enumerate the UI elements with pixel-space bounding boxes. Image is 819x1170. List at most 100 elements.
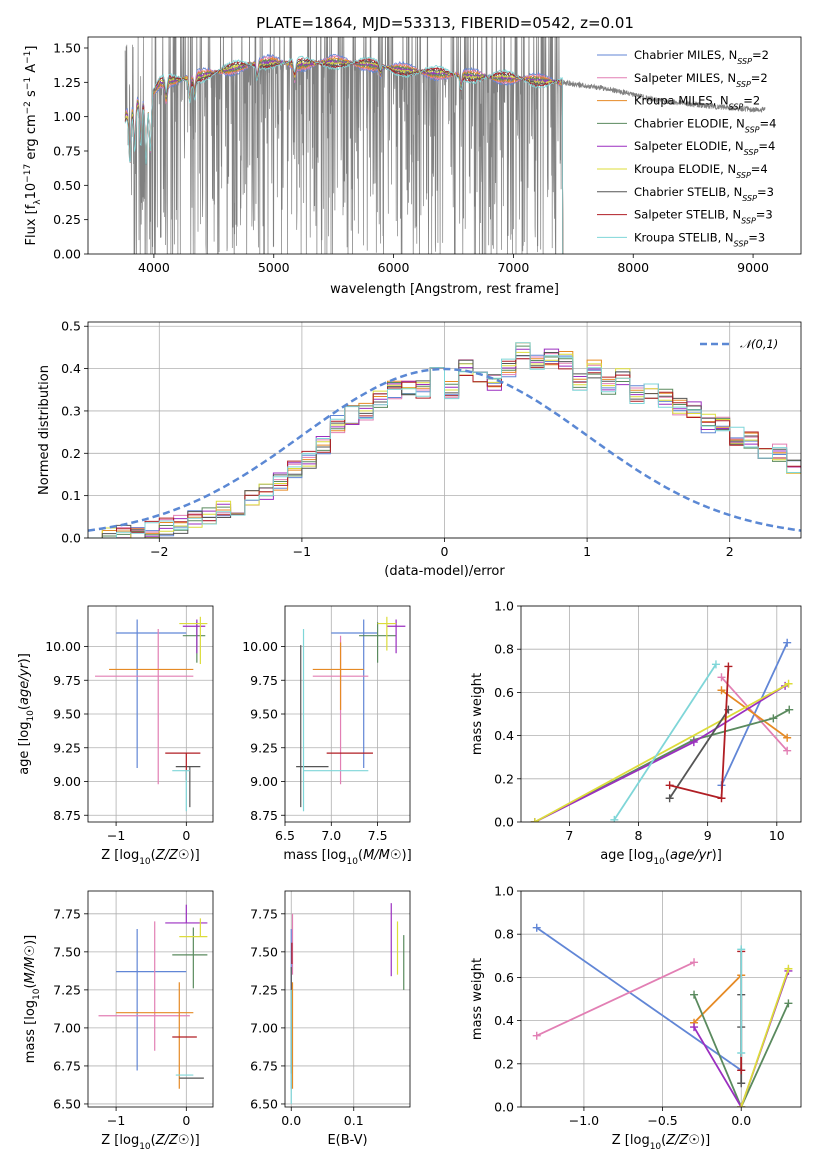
y-tick-label: 8.75 <box>53 808 81 823</box>
y-tick-label: 0.00 <box>53 247 81 262</box>
label-part: ) <box>402 848 407 863</box>
label-part: erg cm <box>24 114 39 163</box>
y-tick-label: 0.4 <box>494 1013 514 1028</box>
legend-sub: SSP <box>741 216 756 225</box>
x-tick-label: −1 <box>293 544 311 559</box>
label-part: ) <box>190 848 195 863</box>
plot-area <box>290 903 405 1104</box>
label-part: mass weight <box>470 958 485 1040</box>
weight-series-line <box>613 663 717 821</box>
weight-point-marker <box>532 923 541 932</box>
legend-nssp: =2 <box>752 48 769 62</box>
label-part: ] <box>195 848 200 863</box>
label-part: log <box>17 722 32 742</box>
plot-layer: 4000 5000 6000 7000 8000 90000.000.250.500.75… <box>17 36 802 1152</box>
label-part: Z [ <box>101 848 119 863</box>
errorbar-point <box>172 927 208 989</box>
label-part: M/M☉ <box>23 945 38 983</box>
label-part: ] <box>407 848 412 863</box>
y-tick-label: 7.00 <box>53 1020 81 1035</box>
x-tick-label: 0.0 <box>731 1113 751 1128</box>
y-tick-label: 0.8 <box>494 927 514 942</box>
y-tick-label: 0.2 <box>61 446 81 461</box>
legend-nssp: =3 <box>756 208 773 222</box>
x-tick-label: 9000 <box>737 260 769 275</box>
legend-name: Chabrier MILES, N <box>634 48 737 62</box>
legend-name: Kroupa MILES, N <box>634 94 729 108</box>
legend-nssp: =4 <box>758 139 775 153</box>
histogram-step <box>88 342 801 538</box>
y-axis-label: age [log10(age/yr)] <box>17 653 36 775</box>
errorbar-point <box>386 619 406 654</box>
x-tick-label: 0 <box>182 1113 190 1128</box>
weight-series-line <box>534 683 790 822</box>
y-tick-label: 7.75 <box>250 906 278 921</box>
axes-frame <box>284 605 411 823</box>
label-part: Z/Z☉ <box>155 1133 190 1148</box>
weight-point-marker <box>784 999 793 1008</box>
weight-point-marker <box>532 1031 541 1040</box>
y-tick-label: 0.2 <box>494 771 514 786</box>
label-part: Z [ <box>101 1133 119 1148</box>
x-tick-label: 1 <box>583 544 591 559</box>
label-part: 10 <box>653 857 665 867</box>
weight-point-marker <box>783 746 792 755</box>
x-tick-label: 9 <box>704 828 712 843</box>
legend-sub: SSP <box>737 57 752 66</box>
label-part: ] <box>705 1133 710 1148</box>
label-part: ( <box>358 848 363 863</box>
plot-area <box>124 37 766 254</box>
legend-sub: SSP <box>745 125 760 134</box>
legend-sub: SSP <box>744 148 759 157</box>
label-part: 10 <box>139 857 151 867</box>
axes-age-vs-mass: 6.5 7.0 7.5 8.75 9.00 9.25 9.50 9.75 10.00 mass [… <box>242 605 412 867</box>
histogram-step <box>88 348 801 538</box>
x-tick-label: 5000 <box>258 260 290 275</box>
y-tick-label: 6.75 <box>250 1058 278 1073</box>
y-tick-label: 9.75 <box>250 673 278 688</box>
label-part: λ <box>33 199 43 205</box>
errorbar-point <box>179 616 208 665</box>
y-tick-label: 0.8 <box>494 642 514 657</box>
label-part: A <box>24 64 39 77</box>
weight-series-line <box>693 974 742 1024</box>
weight-point-marker <box>784 964 793 973</box>
axes-frame <box>87 36 802 255</box>
x-tick-label: −2 <box>150 544 168 559</box>
histogram-step <box>88 351 801 538</box>
y-axis-label: mass [log10(M/M☉)] <box>23 935 42 1063</box>
label-part: 10 <box>650 1142 662 1152</box>
label-part: ) <box>23 940 38 945</box>
legend-sub: SSP <box>736 79 751 88</box>
model-curve <box>124 55 564 254</box>
figure-title: PLATE=1864, MJD=53313, FIBERID=0542, z=0… <box>256 14 634 32</box>
weight-series-line <box>693 994 790 1107</box>
label-part: mass [ <box>283 848 326 863</box>
weight-point-marker <box>610 815 619 822</box>
y-tick-label: 9.25 <box>53 740 81 755</box>
x-tick-label: 8000 <box>617 260 649 275</box>
x-tick-label: 4000 <box>138 260 170 275</box>
y-tick-label: 9.75 <box>53 673 81 688</box>
weight-series-line <box>668 709 730 799</box>
label-part: ] <box>17 653 32 658</box>
gridlines <box>285 891 410 1107</box>
weight-series-line <box>536 961 695 1037</box>
legend-label: Chabrier STELIB, NSSP=3 <box>634 185 774 203</box>
weight-point-marker <box>711 660 720 669</box>
label-part: ( <box>151 1133 156 1148</box>
label-part: log <box>119 848 139 863</box>
axes-frame <box>520 605 802 823</box>
label-part: ( <box>17 705 32 710</box>
y-tick-label: 1.25 <box>53 75 81 90</box>
axes-frame <box>87 321 802 539</box>
label-part: mass [ <box>23 1020 38 1063</box>
x-axis-label: (data-model)/error <box>384 564 505 579</box>
legend-nssp: =3 <box>748 230 765 244</box>
label-part: 10 <box>32 988 42 1000</box>
label-part: ] <box>23 935 38 940</box>
weight-point-marker <box>724 662 733 671</box>
